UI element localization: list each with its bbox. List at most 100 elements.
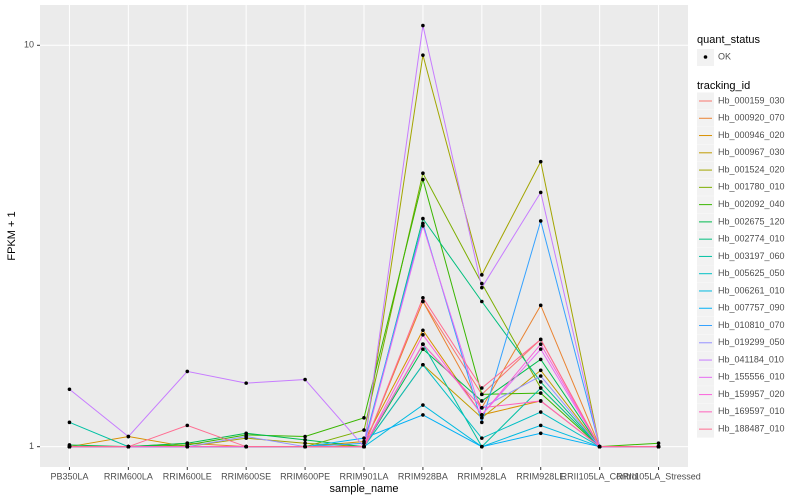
data-point [480,420,484,425]
data-point [538,386,543,390]
data-point [538,342,543,347]
data-point [421,216,425,221]
x-tick-label: RRIM901LA [339,471,388,481]
data-point [362,436,366,440]
legend-label: Hb_000967_030 [718,147,785,157]
data-point [303,441,307,446]
legend-label: Hb_002675_120 [718,216,785,226]
legend-label: Hb_001524_020 [718,164,785,174]
data-point [185,444,190,449]
data-point [480,416,484,420]
data-point [538,303,543,308]
data-point [244,431,248,436]
data-point [597,444,602,449]
data-point [421,299,425,304]
data-point [67,420,72,425]
data-point [480,281,484,286]
data-point [480,392,484,397]
data-point [126,434,131,439]
data-point [480,386,484,390]
data-point [538,391,543,395]
data-point [538,399,543,403]
x-tick-label: RRIM928LE [516,471,565,481]
data-point [421,342,425,347]
data-point [421,295,425,300]
x-tick-label: RRIM928BA [398,471,448,481]
x-tick-label: RRIM600SE [221,471,271,481]
legend-title: quant_status [697,34,760,46]
data-point [480,399,484,403]
data-point [538,431,543,436]
data-point [480,285,484,290]
data-point [303,377,307,382]
data-point [421,224,425,228]
legend-label: OK [718,51,731,61]
data-point [538,368,543,373]
legend-label: Hb_003197_060 [718,251,785,261]
legend-label: Hb_000159_030 [718,95,785,105]
data-point [421,53,425,57]
data-point [126,444,131,449]
legend-label: Hb_159957_020 [718,389,785,399]
data-point [538,347,543,351]
data-point [421,403,425,407]
data-point [538,159,543,164]
data-point [421,171,425,176]
legend-label: Hb_001780_010 [718,182,785,192]
data-point [185,441,190,446]
legend-label: Hb_007757_090 [718,303,785,313]
data-point [303,444,307,449]
data-point [656,444,661,449]
data-point [480,444,484,449]
data-point [421,177,425,182]
data-point [303,434,307,439]
data-point [538,374,543,378]
data-point [421,347,425,351]
data-point [421,23,425,28]
data-point [185,369,190,374]
data-point [538,219,543,223]
x-tick-label: RRIM928LA [457,471,506,481]
data-point [303,438,307,442]
x-tick-label: RRII105LA_Control [561,471,639,481]
data-point [421,332,425,337]
data-point [538,410,543,414]
legend-label: Hb_155556_010 [718,372,785,382]
data-point [538,337,543,342]
data-point [244,444,248,449]
legend-label: Hb_019299_050 [718,337,785,347]
data-point [362,416,366,420]
data-point [362,428,366,432]
data-point [362,441,366,446]
legend-label: Hb_005625_050 [718,268,785,278]
legend-label: Hb_188487_010 [718,424,785,434]
data-point [421,413,425,417]
legend-label: Hb_006261_010 [718,285,785,295]
data-point [421,362,425,367]
data-point [538,423,543,428]
legend-title: tracking_id [697,80,750,92]
data-point [538,357,543,362]
y-tick-label: 10 [24,40,34,50]
x-tick-label: RRIM600LE [163,471,212,481]
x-tick-label: RRIM600LA [104,471,153,481]
data-point [185,423,190,428]
legend-label: Hb_010810_070 [718,320,785,330]
x-axis-title: sample_name [329,483,398,495]
data-point [480,413,484,417]
data-point [244,381,248,385]
data-point [480,436,484,440]
y-tick-label: 1 [29,441,34,451]
data-point [244,434,248,439]
data-point [362,444,366,449]
data-point [67,444,72,449]
data-point [480,405,484,410]
data-point [656,441,661,446]
data-point [67,387,72,392]
legend-label: Hb_000946_020 [718,130,785,140]
data-point [480,273,484,277]
legend-label: Hb_002092_040 [718,199,785,209]
x-tick-label: RRII105LA_Stressed [616,471,701,481]
legend-point [703,55,708,59]
